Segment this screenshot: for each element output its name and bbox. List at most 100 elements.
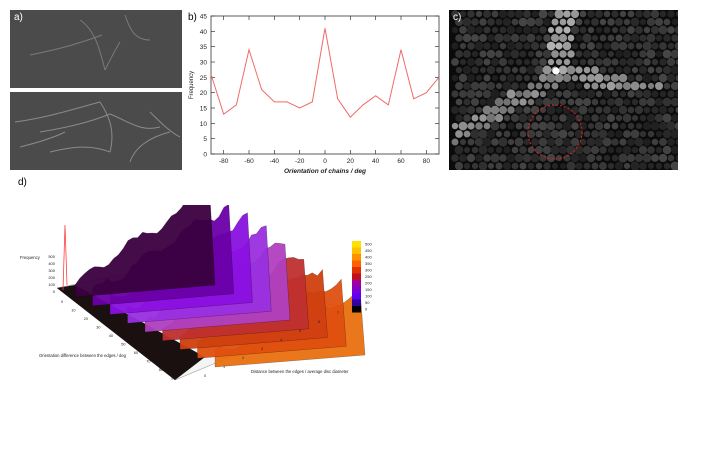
surface-chart: 0100200300400500Frequency010203040506070… — [20, 205, 372, 381]
disc — [535, 130, 543, 138]
disc — [662, 145, 672, 155]
disc — [670, 129, 678, 139]
disc — [539, 106, 547, 114]
disc — [635, 10, 643, 18]
disc — [587, 74, 595, 82]
disc — [483, 122, 491, 130]
disc — [503, 130, 511, 138]
disc — [594, 137, 604, 147]
disc — [451, 90, 459, 98]
y-tick-label: 0 — [61, 300, 63, 304]
disc — [514, 10, 524, 19]
disc — [562, 41, 572, 51]
disc — [635, 90, 643, 98]
disc — [550, 129, 560, 139]
disc — [538, 137, 548, 147]
disc — [662, 113, 672, 123]
x-tick-label: 3 — [261, 347, 263, 351]
disc — [498, 137, 508, 147]
disc — [483, 42, 491, 50]
disc — [543, 162, 551, 170]
y-tick-label: 15 — [200, 106, 208, 113]
disc — [487, 34, 495, 42]
disc — [531, 74, 539, 82]
z-tick-label: 500 — [48, 254, 55, 259]
panel-d-label: d) — [18, 177, 27, 188]
disc — [491, 10, 499, 18]
colorbar-swatch — [352, 286, 361, 293]
colorbar-label: 500 — [365, 242, 372, 247]
disc — [539, 58, 547, 66]
disc — [542, 145, 552, 155]
disc — [631, 50, 639, 58]
disc — [459, 26, 467, 34]
disc — [554, 10, 564, 19]
disc — [623, 130, 631, 138]
z-axis-label: Frequency — [20, 255, 41, 260]
disc — [499, 90, 507, 98]
disc — [455, 50, 463, 58]
disc — [507, 138, 515, 146]
disc — [558, 33, 568, 43]
disc — [546, 41, 556, 51]
disc — [595, 90, 603, 98]
x-tick-label: 20 — [347, 158, 355, 165]
disc — [547, 10, 555, 18]
disc — [471, 34, 479, 42]
disc — [483, 26, 491, 34]
disc — [458, 105, 468, 115]
disc — [491, 42, 499, 50]
disc — [602, 137, 612, 147]
disc — [599, 162, 607, 170]
x-tick-label: -40 — [270, 158, 280, 165]
disc — [519, 50, 527, 58]
disc — [595, 42, 603, 50]
colorbar-swatch — [352, 260, 361, 267]
x-tick-label: -80 — [219, 158, 229, 165]
disc — [451, 58, 459, 66]
colorbar-label: 450 — [365, 248, 372, 253]
colorbar-swatch — [352, 273, 361, 280]
disc — [463, 50, 471, 58]
disc — [539, 90, 547, 98]
x-tick-label: 40 — [372, 158, 380, 165]
disc — [579, 74, 587, 82]
disc — [655, 162, 663, 170]
disc — [486, 113, 496, 123]
disc — [619, 138, 627, 146]
disc — [611, 58, 619, 66]
disc — [599, 114, 607, 122]
disc — [591, 66, 599, 74]
x-tick-label: -20 — [295, 158, 305, 165]
disc — [462, 17, 472, 27]
disc — [511, 146, 519, 154]
colorbar-swatch — [352, 293, 361, 300]
disc — [475, 74, 483, 82]
disc — [462, 33, 472, 43]
disc — [615, 34, 623, 42]
disc — [466, 25, 476, 35]
disc — [579, 10, 587, 18]
disc — [615, 146, 623, 154]
disc — [651, 106, 659, 114]
disc — [674, 121, 678, 131]
disc — [654, 17, 664, 27]
disc — [647, 162, 655, 170]
disc — [618, 41, 628, 51]
disc — [534, 17, 544, 27]
disc — [559, 162, 567, 170]
disc — [495, 66, 503, 74]
disc — [551, 162, 559, 170]
disc — [651, 42, 659, 50]
disc — [583, 130, 591, 138]
disc — [527, 98, 535, 106]
disc — [591, 162, 599, 170]
disc — [651, 74, 659, 82]
disc — [611, 122, 619, 130]
disc — [499, 42, 507, 50]
disc — [599, 50, 607, 58]
disc — [583, 18, 591, 26]
disc — [587, 10, 595, 18]
disc — [511, 130, 519, 138]
disc — [499, 106, 507, 114]
